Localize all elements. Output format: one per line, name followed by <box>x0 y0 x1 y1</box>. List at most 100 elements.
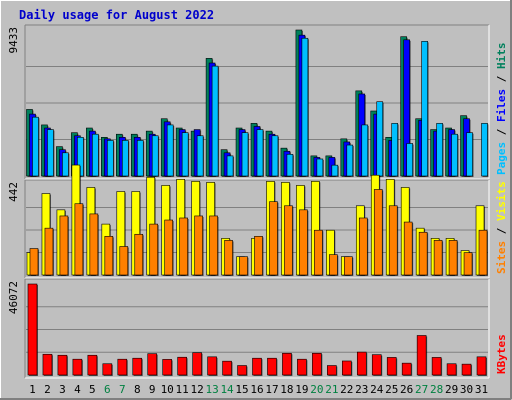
bar-sites-day-7 <box>119 246 129 276</box>
bar-kbytes-day-7 <box>117 358 128 376</box>
bar-kbytes-day-10 <box>162 359 172 376</box>
bar-kbytes-day-19 <box>297 358 307 376</box>
x-tick-day-5: 5 <box>89 383 96 396</box>
x-tick-day-9: 9 <box>149 383 156 396</box>
bar-pages-day-13 <box>211 65 219 177</box>
bar-kbytes-day-16 <box>252 357 262 376</box>
bar-sites-day-14 <box>224 240 233 276</box>
x-tick-day-2: 2 <box>44 383 51 396</box>
bar-pages-day-18 <box>286 154 294 177</box>
bar-pages-day-27 <box>421 41 428 177</box>
bar-pages-day-30 <box>466 132 473 177</box>
bar-pages-day-24 <box>376 101 384 177</box>
x-tick-day-29: 29 <box>445 383 458 396</box>
bar-pages-day-22 <box>346 144 354 177</box>
x-tick-day-30: 30 <box>460 383 473 396</box>
bar-sites-day-6 <box>104 236 114 276</box>
x-tick-day-25: 25 <box>385 383 398 396</box>
bar-sites-day-11 <box>179 217 188 276</box>
side-legend-pages: Pages <box>495 142 508 175</box>
bar-pages-day-28 <box>436 123 443 177</box>
bar-sites-day-22 <box>344 256 353 276</box>
bar-sites-day-3 <box>59 215 69 276</box>
x-tick-day-27: 27 <box>415 383 428 396</box>
bar-pages-day-11 <box>181 132 189 177</box>
side-legend-kbytes: KBytes <box>495 334 508 374</box>
chart-panels: 9433 Pages / Files / Hits 442 Sites / Visit… <box>7 24 508 379</box>
bar-kbytes-day-11 <box>177 356 187 376</box>
bar-kbytes-day-17 <box>267 357 277 376</box>
ymax-label-kbytes: 46072 <box>7 281 20 314</box>
side-legend-visits: Visits <box>495 181 508 221</box>
bar-kbytes-day-27 <box>416 335 427 376</box>
bar-sites-day-13 <box>209 215 218 276</box>
x-tick-day-15: 15 <box>235 383 248 396</box>
x-tick-day-20: 20 <box>310 383 323 396</box>
x-tick-day-11: 11 <box>176 383 189 396</box>
x-tick-day-12: 12 <box>191 383 204 396</box>
bar-sites-day-27 <box>418 231 428 276</box>
bar-sites-day-12 <box>194 215 203 276</box>
side-legend-separator: / <box>495 69 508 89</box>
bar-pages-day-14 <box>226 155 234 177</box>
bar-kbytes-day-28 <box>431 357 442 376</box>
x-tick-day-22: 22 <box>340 383 353 396</box>
bar-pages-day-8 <box>136 140 144 177</box>
bar-kbytes-day-25 <box>386 357 397 376</box>
bar-sites-day-17 <box>269 201 278 276</box>
bar-sites-day-25 <box>388 205 398 276</box>
x-tick-day-26: 26 <box>400 383 413 396</box>
x-tick-day-28: 28 <box>430 383 443 396</box>
bar-sites-day-2 <box>44 227 54 276</box>
x-tick-day-13: 13 <box>205 383 218 396</box>
bar-pages-day-16 <box>256 129 264 177</box>
bar-pages-day-2 <box>47 129 54 177</box>
x-tick-day-6: 6 <box>104 383 111 396</box>
bar-pages-day-1 <box>32 116 39 177</box>
x-tick-day-4: 4 <box>74 383 81 396</box>
bar-kbytes-day-20 <box>312 352 322 376</box>
bar-pages-day-21 <box>331 164 339 177</box>
ymax-label-hits-files-pages: 9433 <box>7 27 20 54</box>
bar-sites-day-4 <box>74 203 84 276</box>
side-legend-visits-sites: Sites / Visits <box>495 181 508 274</box>
bar-kbytes-day-6 <box>102 363 113 376</box>
bar-sites-day-29 <box>448 240 458 276</box>
bar-kbytes-day-2 <box>42 353 53 376</box>
bar-sites-day-15 <box>239 256 248 276</box>
x-tick-day-16: 16 <box>250 383 263 396</box>
bar-sites-day-30 <box>463 252 473 276</box>
bar-kbytes-day-14 <box>222 360 232 376</box>
x-tick-day-14: 14 <box>220 383 234 396</box>
bar-sites-day-24 <box>373 189 383 276</box>
bar-sites-day-28 <box>433 240 443 276</box>
bar-pages-day-6 <box>107 140 114 177</box>
side-legend-hits-files-pages: Pages / Files / Hits <box>495 43 508 176</box>
bar-kbytes-day-31 <box>476 356 487 376</box>
bar-kbytes-day-24 <box>371 354 382 376</box>
x-tick-day-3: 3 <box>59 383 66 396</box>
bar-sites-day-26 <box>403 221 413 276</box>
bar-pages-day-23 <box>361 124 369 177</box>
bar-sites-day-8 <box>134 233 144 276</box>
x-tick-day-24: 24 <box>370 383 384 396</box>
bar-pages-day-15 <box>241 132 249 177</box>
bar-sites-day-31 <box>478 229 488 276</box>
bar-kbytes-day-23 <box>356 351 367 376</box>
x-tick-day-17: 17 <box>265 383 278 396</box>
bar-sites-day-20 <box>314 229 323 276</box>
x-tick-day-31: 31 <box>475 383 488 396</box>
bar-pages-day-5 <box>92 133 99 177</box>
bar-pages-day-17 <box>271 135 279 177</box>
bar-sites-day-1 <box>29 248 39 276</box>
bar-kbytes-day-29 <box>446 363 457 376</box>
bar-pages-day-19 <box>301 37 309 177</box>
bar-kbytes-day-12 <box>192 352 202 376</box>
bar-sites-day-21 <box>329 254 338 276</box>
side-legend-separator: / <box>495 122 508 142</box>
side-legend-kbytes: KBytes <box>495 334 508 374</box>
x-tick-day-19: 19 <box>295 383 308 396</box>
bar-pages-day-20 <box>316 158 324 177</box>
side-legend-separator: / <box>495 221 508 241</box>
